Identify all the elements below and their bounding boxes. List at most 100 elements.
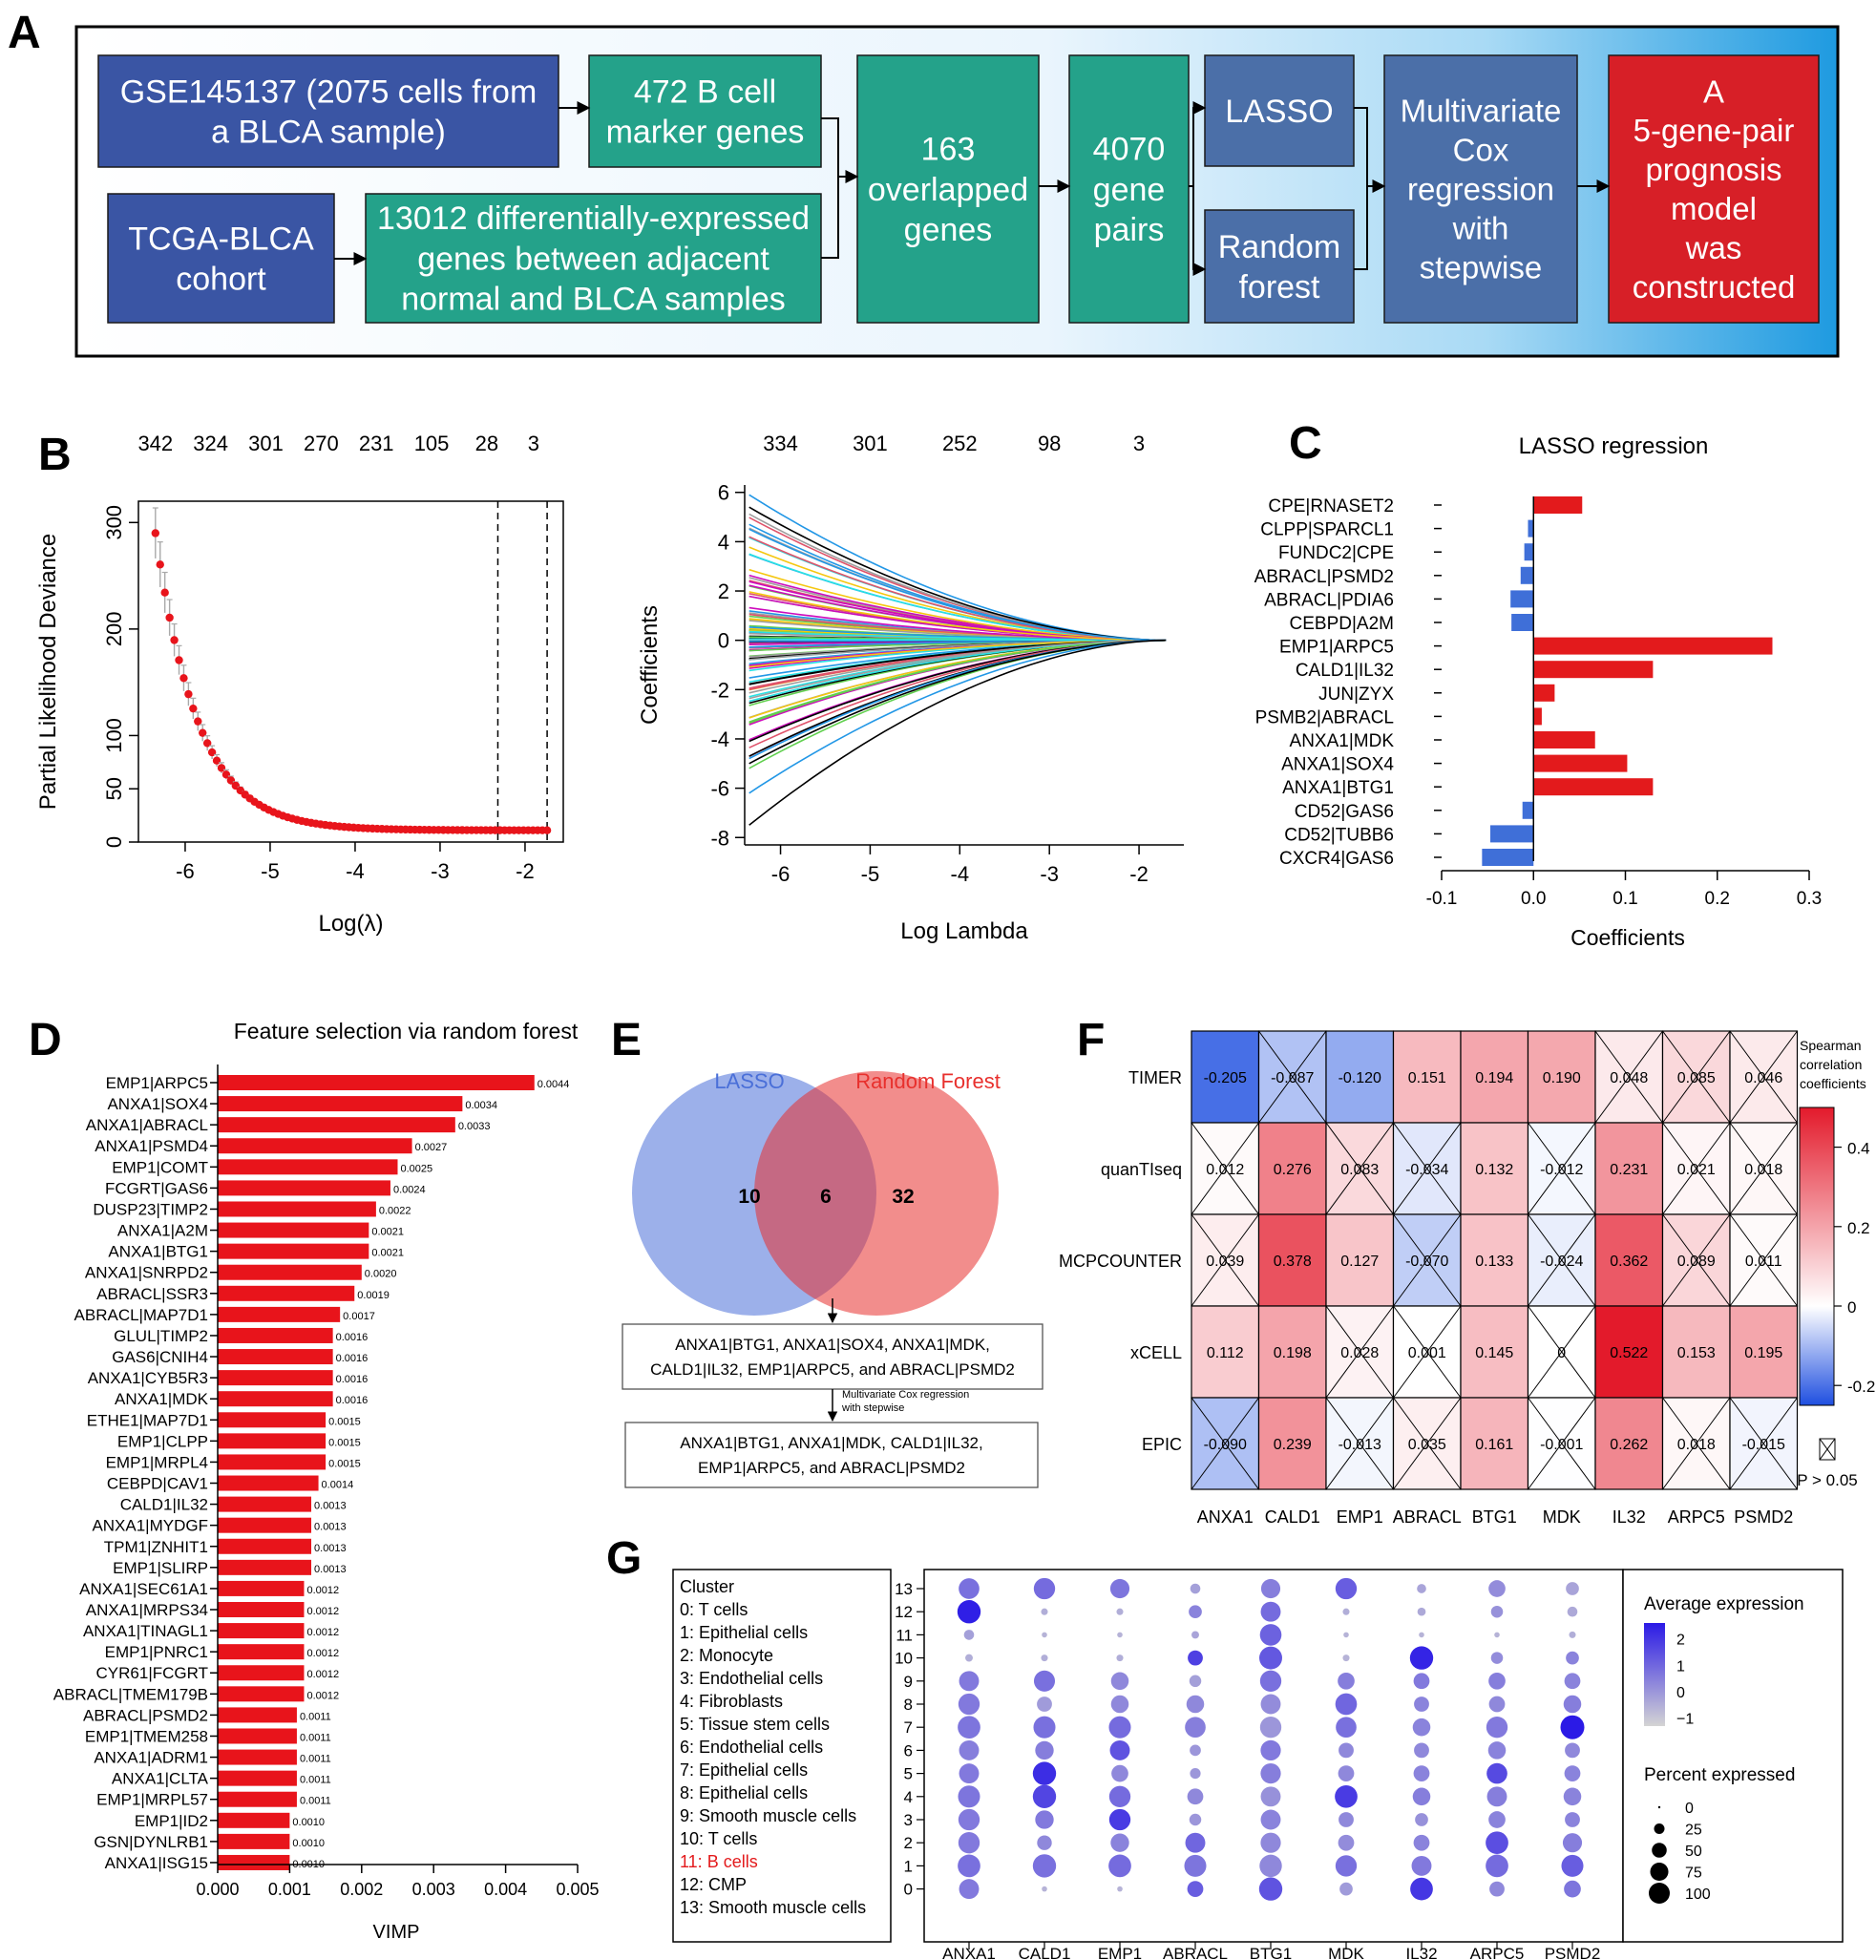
d-bar <box>218 1075 535 1090</box>
f-ns-cross <box>1528 1397 1596 1490</box>
c-bar <box>1533 754 1628 772</box>
g-dot <box>1190 1583 1201 1594</box>
d-value-label: 0.0015 <box>328 1437 361 1448</box>
f-legend-tick-label: 0.2 <box>1847 1219 1870 1237</box>
d-bar <box>218 1728 297 1744</box>
g-dot <box>1565 1812 1580 1827</box>
g-dot <box>1037 1835 1052 1850</box>
b2-x-tick-label: -5 <box>861 862 880 886</box>
d-value-label: 0.0013 <box>314 1564 347 1575</box>
g-dot <box>1338 1834 1355 1851</box>
e-arrow-label: with stepwise <box>841 1402 904 1414</box>
d-value-label: 0.0011 <box>300 1732 331 1743</box>
g-dot <box>1419 1632 1424 1638</box>
flow-box10-line: prognosis <box>1645 152 1781 187</box>
b1-data-point <box>199 728 207 737</box>
f-cell-value: 0.127 <box>1340 1254 1379 1270</box>
d-value-label: 0.0021 <box>371 1248 404 1259</box>
b2-coefficient-path <box>748 638 1167 642</box>
d-category-label: ANXA1|PSMD4 <box>95 1137 208 1155</box>
g-dot <box>1488 1672 1506 1690</box>
c-bar <box>1511 614 1534 631</box>
flow-box4 <box>365 193 822 324</box>
f-cell-value: 0.133 <box>1475 1254 1513 1270</box>
e-intersection-count: 6 <box>820 1186 832 1208</box>
panel-label-g: G <box>606 1533 642 1584</box>
f-ns-cross <box>1729 1397 1798 1490</box>
g-dot <box>1564 1673 1581 1690</box>
f-col-label: IL32 <box>1613 1507 1646 1527</box>
g-dot <box>1489 1881 1505 1897</box>
f-ns-cross <box>1528 1122 1596 1215</box>
f-ns-cross <box>1191 1122 1259 1215</box>
d-value-label: 0.0027 <box>415 1142 448 1153</box>
g-pct-legend-label: 50 <box>1685 1844 1702 1860</box>
f-legend-tick-label: 0.4 <box>1847 1140 1870 1158</box>
b1-top-label: 324 <box>193 432 228 455</box>
c-bar <box>1533 496 1583 514</box>
g-dot <box>1260 1694 1281 1715</box>
f-cell-value: 0.151 <box>1408 1070 1446 1086</box>
g-cluster-legend-title: Cluster <box>680 1577 734 1596</box>
f-cell-value: 0.039 <box>1206 1254 1244 1270</box>
d-bar <box>218 1180 390 1196</box>
d-value-label: 0.0017 <box>343 1311 375 1322</box>
d-category-label: EMP1|CLPP <box>117 1432 208 1450</box>
g-dot <box>958 1808 980 1831</box>
g-dot <box>1189 1813 1202 1826</box>
f-col-label: MDK <box>1543 1507 1581 1527</box>
d-x-tick-label: 0.000 <box>196 1880 239 1899</box>
d-value-label: 0.0011 <box>300 1754 331 1765</box>
f-cell-value: 0.011 <box>1745 1254 1782 1270</box>
g-dot <box>957 1600 981 1624</box>
b1-y-tick-label: 200 <box>102 612 126 647</box>
b2-y-tick-label: 2 <box>718 580 729 603</box>
g-dot <box>1335 1577 1358 1600</box>
g-cluster-legend-item: 5: Tissue stem cells <box>680 1715 830 1734</box>
g-cluster-legend-item: 8: Epithelial cells <box>680 1783 808 1802</box>
g-dot <box>958 1785 980 1808</box>
f-col-label: BTG1 <box>1472 1507 1517 1527</box>
g-dot <box>1042 1886 1047 1892</box>
d-category-label: ANXA1|CLTA <box>112 1770 209 1788</box>
g-row-label: 6 <box>904 1741 913 1760</box>
g-dot <box>1487 1741 1507 1760</box>
b1-data-point <box>156 560 164 569</box>
g-dot <box>1560 1715 1585 1739</box>
f-legend-colorbar <box>1799 1106 1835 1406</box>
g-pct-legend-dot <box>1654 1823 1665 1834</box>
g-row-label: 3 <box>904 1811 913 1829</box>
g-cluster-legend-item: 10: T cells <box>680 1829 757 1848</box>
f-legend-tick-label: -0.2 <box>1847 1378 1875 1396</box>
g-dot <box>1494 1632 1500 1638</box>
d-bar <box>218 1201 376 1217</box>
f-row-label: xCELL <box>1130 1343 1182 1362</box>
c-category-label: EMP1|ARPC5 <box>1279 638 1394 658</box>
d-bar <box>218 1222 369 1238</box>
d-category-label: EMP1|MRPL57 <box>96 1791 208 1809</box>
g-col-label: PSMD2 <box>1545 1945 1601 1960</box>
d-bar <box>218 1327 333 1343</box>
b2-coefficient-path <box>748 523 1167 642</box>
d-value-label: 0.0025 <box>401 1163 433 1174</box>
b2-coefficient-path <box>748 639 1167 826</box>
g-dot <box>1414 1697 1429 1712</box>
g-cluster-legend-frame <box>672 1569 892 1943</box>
d-category-label: GAS6|CNIH4 <box>112 1348 208 1366</box>
f-ns-legend-label: P > 0.05 <box>1797 1471 1858 1489</box>
g-expr-tick-label: −1 <box>1676 1712 1694 1728</box>
d-value-label: 0.0011 <box>300 1711 331 1722</box>
d-value-label: 0.0022 <box>379 1205 411 1216</box>
g-dot <box>1566 1582 1579 1595</box>
g-row-label: 7 <box>904 1718 913 1737</box>
e-random-forest-circle <box>754 1071 999 1316</box>
g-col-label: IL32 <box>1405 1945 1437 1960</box>
f-cell-value: 0.153 <box>1677 1345 1716 1361</box>
flow-box6-line: pairs <box>1094 212 1165 248</box>
g-dot <box>1260 1578 1281 1599</box>
f-cell-value: -0.205 <box>1204 1070 1247 1086</box>
f-heatmap-cell <box>1257 1122 1327 1215</box>
d-value-label: 0.0024 <box>393 1184 426 1195</box>
f-cell-value: 0.018 <box>1744 1162 1782 1178</box>
d-value-label: 0.0012 <box>306 1648 339 1659</box>
